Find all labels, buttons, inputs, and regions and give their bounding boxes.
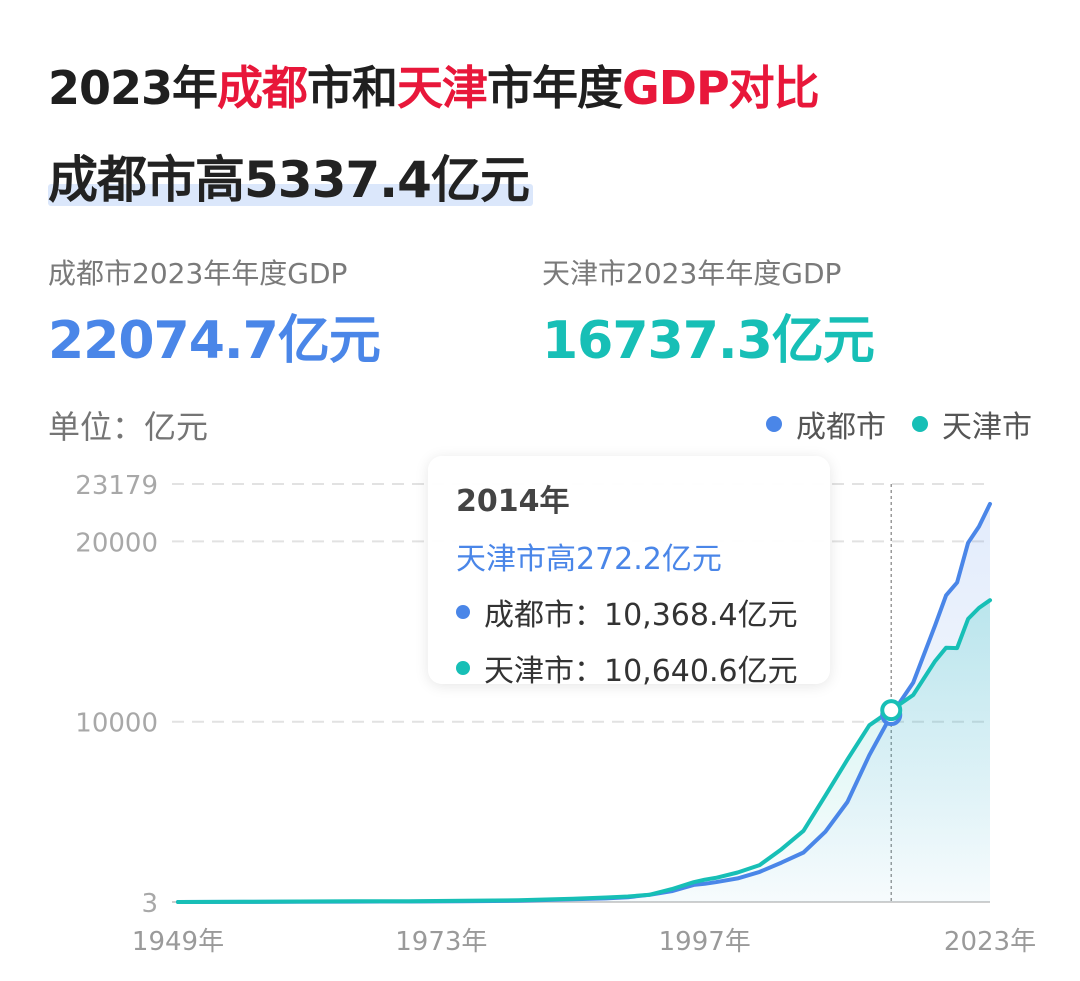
y-tick-label: 20000	[75, 528, 158, 558]
tooltip-year: 2014年	[456, 484, 570, 519]
page-title: 2023年成都市和天津市年度GDP对比	[48, 52, 820, 118]
title-part-gdp: GDP对比	[622, 61, 820, 115]
legend-label-tianjin: 天津市	[942, 410, 1032, 445]
tianjin-stat-label: 天津市2023年年度GDP	[542, 257, 842, 290]
headline-container: 成都市高5337.4亿元	[48, 140, 533, 212]
chengdu-stat-value: 22074.7亿元	[48, 311, 381, 371]
chart-tooltip: 2014年 天津市高272.2亿元 成都市：10,368.4亿元 天津市：10,…	[428, 456, 830, 689]
tooltip-row-tianjin: 天津市：10,640.6亿元	[456, 646, 802, 690]
highlight-point-tianjin	[880, 699, 903, 722]
x-tick-label: 2023年	[944, 927, 1036, 957]
x-tick-label: 1973年	[395, 927, 487, 957]
legend-item-chengdu[interactable]: 成都市	[766, 402, 886, 446]
legend-item-tianjin[interactable]: 天津市	[912, 402, 1032, 446]
legend-dot-chengdu	[766, 416, 782, 432]
headline-highlight	[48, 184, 533, 206]
y-tick-label: 10000	[75, 709, 158, 739]
y-tick-label: 23179	[75, 471, 158, 501]
series-line-tianjin	[176, 598, 992, 904]
legend-dot-tianjin	[912, 416, 928, 432]
x-tick-label: 1949年	[132, 927, 224, 957]
unit-label: 单位：亿元	[48, 408, 209, 446]
y-tick-label: 3	[141, 889, 158, 919]
chengdu-stat-label: 成都市2023年年度GDP	[48, 257, 348, 290]
x-tick-label: 1997年	[659, 927, 751, 957]
series-area-tianjin	[178, 600, 990, 902]
chengdu-stat: 成都市2023年年度GDP 22074.7亿元	[48, 252, 381, 373]
title-part-year: 2023年	[48, 61, 218, 115]
tooltip-value-chengdu: 成都市：10,368.4亿元	[484, 598, 798, 633]
chart-legend: 成都市 天津市	[766, 402, 1032, 446]
tianjin-stat: 天津市2023年年度GDP 16737.3亿元	[542, 252, 875, 373]
title-part-chengdu: 成都	[217, 61, 308, 115]
tianjin-stat-value: 16737.3亿元	[542, 311, 875, 371]
legend-label-chengdu: 成都市	[796, 410, 886, 445]
title-part-tianjin: 天津	[397, 61, 488, 115]
title-part-and: 市和	[307, 61, 398, 115]
title-part-annual: 市年度	[487, 61, 623, 115]
tooltip-row-chengdu: 成都市：10,368.4亿元	[456, 590, 802, 634]
tooltip-difference: 天津市高272.2亿元	[456, 542, 722, 577]
tooltip-value-tianjin: 天津市：10,640.6亿元	[484, 654, 798, 689]
tooltip-dot-chengdu	[456, 605, 470, 619]
tooltip-dot-tianjin	[456, 661, 470, 675]
headline: 成都市高5337.4亿元	[48, 151, 530, 209]
